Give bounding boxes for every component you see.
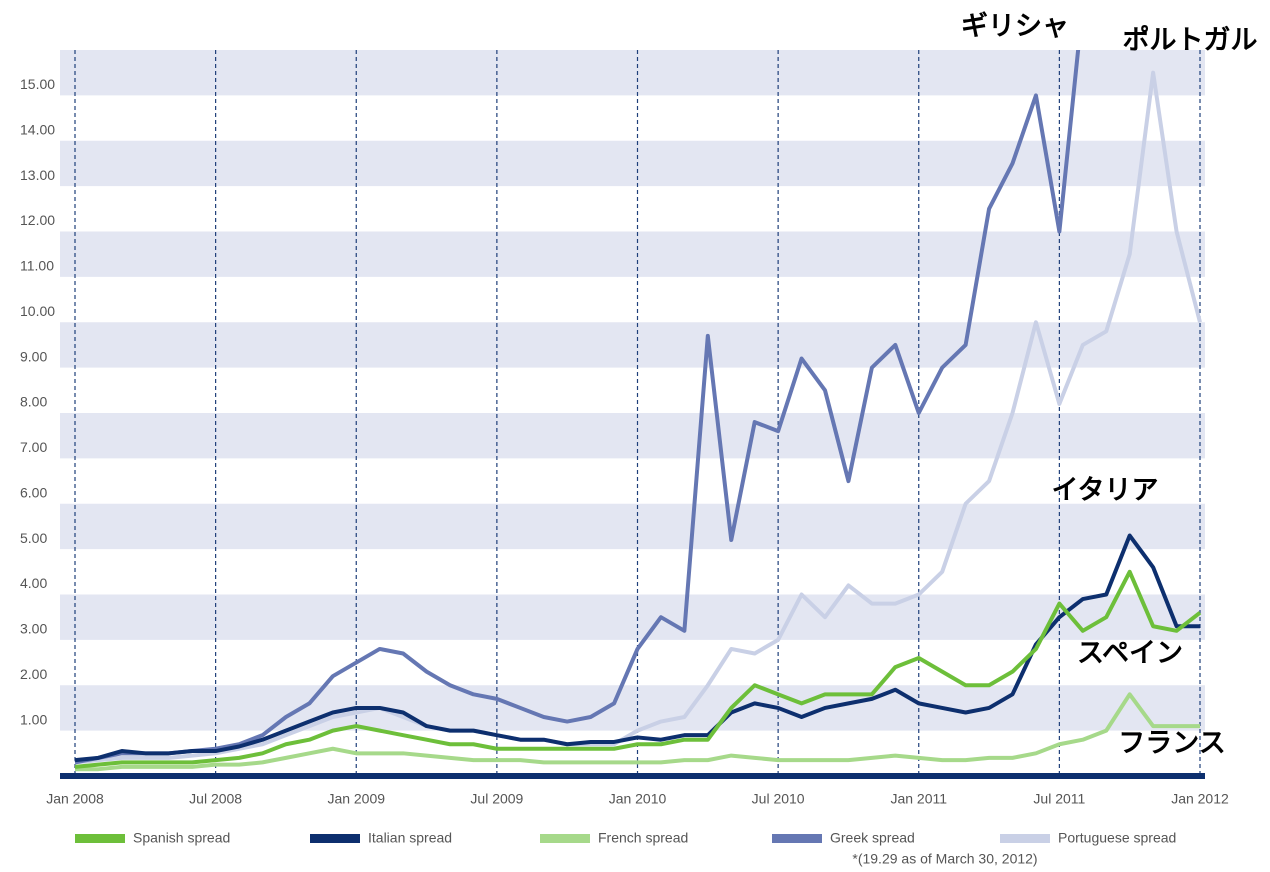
y-tick-label: 14.00 bbox=[20, 121, 55, 137]
legend-swatch bbox=[1000, 834, 1050, 843]
x-tick-label: Jul 2011 bbox=[1033, 791, 1085, 807]
x-tick-label: Jul 2009 bbox=[470, 791, 523, 807]
grid-band bbox=[60, 322, 1205, 368]
y-tick-label: 8.00 bbox=[20, 394, 47, 410]
grid-band bbox=[60, 594, 1205, 640]
y-tick-label: 6.00 bbox=[20, 484, 47, 500]
annotation: ギリシャ bbox=[961, 11, 1069, 41]
y-tick-label: 5.00 bbox=[20, 530, 47, 546]
x-tick-label: Jan 2011 bbox=[890, 791, 947, 807]
y-tick-label: 1.00 bbox=[20, 711, 47, 727]
x-tick-label: Jul 2008 bbox=[189, 791, 242, 807]
grid-band bbox=[60, 140, 1205, 187]
y-tick-label: 11.00 bbox=[20, 258, 54, 274]
legend-swatch bbox=[75, 834, 125, 843]
y-tick-label: 4.00 bbox=[20, 575, 47, 591]
legend-label: French spread bbox=[598, 830, 688, 846]
annotation: スペイン bbox=[1077, 638, 1183, 668]
series-line bbox=[74, 70, 1202, 765]
grid-band bbox=[60, 503, 1205, 550]
annotation: フランス bbox=[1118, 728, 1225, 758]
x-tick-label: Jan 2010 bbox=[609, 791, 667, 807]
grid-band bbox=[60, 413, 1205, 459]
series-line bbox=[74, 50, 1081, 765]
grid-band bbox=[60, 685, 1205, 731]
series-line bbox=[74, 569, 1202, 769]
legend-label: Portuguese spread bbox=[1058, 830, 1176, 846]
footnote: *(19.29 as of March 30, 2012) bbox=[852, 851, 1037, 867]
grid-band bbox=[60, 50, 1205, 96]
y-tick-label: 12.00 bbox=[20, 212, 55, 228]
legend-label: Italian spread bbox=[368, 830, 452, 846]
annotation: ポルトガル bbox=[1123, 25, 1258, 55]
y-tick-label: 10.00 bbox=[20, 303, 55, 319]
annotation: イタリア bbox=[1052, 475, 1159, 505]
x-tick-label: Jan 2012 bbox=[1171, 791, 1229, 807]
legend-swatch bbox=[772, 834, 822, 843]
series-line bbox=[74, 533, 1200, 763]
legend-swatch bbox=[540, 834, 590, 843]
x-tick-label: Jul 2010 bbox=[752, 791, 805, 807]
y-tick-label: 7.00 bbox=[20, 439, 47, 455]
legend-label: Greek spread bbox=[830, 830, 915, 846]
y-tick-label: 3.00 bbox=[20, 621, 47, 637]
legend-label: Spanish spread bbox=[133, 830, 230, 846]
y-tick-label: 2.00 bbox=[20, 666, 47, 682]
x-tick-label: Jan 2009 bbox=[327, 791, 385, 807]
x-tick-label: Jan 2008 bbox=[46, 791, 104, 807]
series-line bbox=[75, 692, 1200, 772]
grid-band bbox=[60, 231, 1205, 277]
y-tick-label: 15.00 bbox=[20, 76, 55, 92]
y-tick-label: 9.00 bbox=[20, 348, 47, 364]
y-tick-label: 13.00 bbox=[20, 167, 55, 183]
legend-swatch bbox=[310, 834, 360, 843]
